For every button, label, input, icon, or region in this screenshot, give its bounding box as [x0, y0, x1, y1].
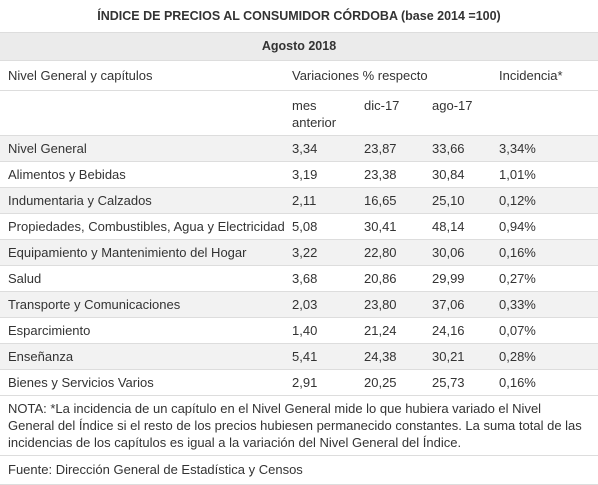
- row-label: Alimentos y Bebidas: [0, 161, 284, 188]
- title: ÍNDICE DE PRECIOS AL CONSUMIDOR CÓRDOBA …: [0, 0, 598, 33]
- cell: 5,08: [284, 213, 356, 240]
- cell: 3,34%: [491, 135, 598, 162]
- cell: 0,33%: [491, 291, 598, 318]
- cell: 23,80: [356, 291, 424, 318]
- header-row: Nivel General y capítulos Variaciones % …: [0, 60, 598, 91]
- cell: 1,01%: [491, 161, 598, 188]
- subheader: ago-17: [424, 90, 491, 136]
- blank-cell: [491, 90, 598, 136]
- row-label: Nivel General: [0, 135, 284, 162]
- cell: 23,38: [356, 161, 424, 188]
- cell: 0,28%: [491, 343, 598, 370]
- cell: 0,94%: [491, 213, 598, 240]
- source: Fuente: Dirección General de Estadística…: [0, 455, 598, 485]
- subheader: dic-17: [356, 90, 424, 136]
- cell: 3,68: [284, 265, 356, 292]
- cell: 29,99: [424, 265, 491, 292]
- cell: 25,10: [424, 187, 491, 214]
- source-row: Fuente: Dirección General de Estadística…: [0, 455, 598, 485]
- cell: 20,25: [356, 369, 424, 396]
- cell: 5,41: [284, 343, 356, 370]
- header-label: Nivel General y capítulos: [0, 60, 284, 91]
- row-label: Equipamiento y Mantenimiento del Hogar: [0, 239, 284, 266]
- cell: 23,87: [356, 135, 424, 162]
- cell: 24,38: [356, 343, 424, 370]
- row-label: Indumentaria y Calzados: [0, 187, 284, 214]
- cell: 33,66: [424, 135, 491, 162]
- data-row: Equipamiento y Mantenimiento del Hogar 3,…: [0, 239, 598, 266]
- cell: 0,16%: [491, 239, 598, 266]
- data-row: Nivel General 3,34 23,87 33,66 3,34%: [0, 135, 598, 162]
- cell: 25,73: [424, 369, 491, 396]
- cell: 3,19: [284, 161, 356, 188]
- data-row: Alimentos y Bebidas 3,19 23,38 30,84 1,01%: [0, 161, 598, 188]
- cell: 0,07%: [491, 317, 598, 344]
- cell: 30,06: [424, 239, 491, 266]
- row-label: Salud: [0, 265, 284, 292]
- header-variaciones: Variaciones % respecto: [284, 60, 491, 91]
- row-label: Esparcimiento: [0, 317, 284, 344]
- cell: 1,40: [284, 317, 356, 344]
- blank-cell: [0, 90, 284, 136]
- note: NOTA: *La incidencia de un capítulo en e…: [0, 395, 598, 456]
- subheader-row: mes anterior dic-17 ago-17: [0, 90, 598, 136]
- header-incidencia: Incidencia*: [491, 60, 598, 91]
- row-label: Propiedades, Combustibles, Agua y Electr…: [0, 213, 284, 240]
- subtitle-row: Agosto 2018: [0, 32, 598, 61]
- cell: 3,34: [284, 135, 356, 162]
- cell: 2,91: [284, 369, 356, 396]
- data-row: Propiedades, Combustibles, Agua y Electr…: [0, 213, 598, 240]
- data-row: Transporte y Comunicaciones 2,03 23,80 37,0…: [0, 291, 598, 318]
- data-row: Salud 3,68 20,86 29,99 0,27%: [0, 265, 598, 292]
- cell: 2,03: [284, 291, 356, 318]
- cell: 22,80: [356, 239, 424, 266]
- title-row: ÍNDICE DE PRECIOS AL CONSUMIDOR CÓRDOBA …: [0, 0, 598, 33]
- data-row: Indumentaria y Calzados 2,11 16,65 25,10 0,1…: [0, 187, 598, 214]
- data-row: Enseñanza 5,41 24,38 30,21 0,28%: [0, 343, 598, 370]
- cell: 0,12%: [491, 187, 598, 214]
- cell: 3,22: [284, 239, 356, 266]
- cell: 30,21: [424, 343, 491, 370]
- cell: 2,11: [284, 187, 356, 214]
- subheader: mes anterior: [284, 90, 356, 136]
- cell: 37,06: [424, 291, 491, 318]
- table-body: Nivel General 3,34 23,87 33,66 3,34% Alimento…: [0, 135, 598, 396]
- cell: 16,65: [356, 187, 424, 214]
- data-row: Bienes y Servicios Varios 2,91 20,25 25,73 0…: [0, 369, 598, 396]
- cell: 48,14: [424, 213, 491, 240]
- cell: 30,41: [356, 213, 424, 240]
- cell: 20,86: [356, 265, 424, 292]
- row-label: Bienes y Servicios Varios: [0, 369, 284, 396]
- cell: 21,24: [356, 317, 424, 344]
- row-label: Enseñanza: [0, 343, 284, 370]
- cell: 24,16: [424, 317, 491, 344]
- cell: 30,84: [424, 161, 491, 188]
- note-row: NOTA: *La incidencia de un capítulo en e…: [0, 395, 598, 456]
- data-row: Esparcimiento 1,40 21,24 24,16 0,07%: [0, 317, 598, 344]
- cell: 0,27%: [491, 265, 598, 292]
- cell: 0,16%: [491, 369, 598, 396]
- row-label: Transporte y Comunicaciones: [0, 291, 284, 318]
- subtitle: Agosto 2018: [0, 32, 598, 61]
